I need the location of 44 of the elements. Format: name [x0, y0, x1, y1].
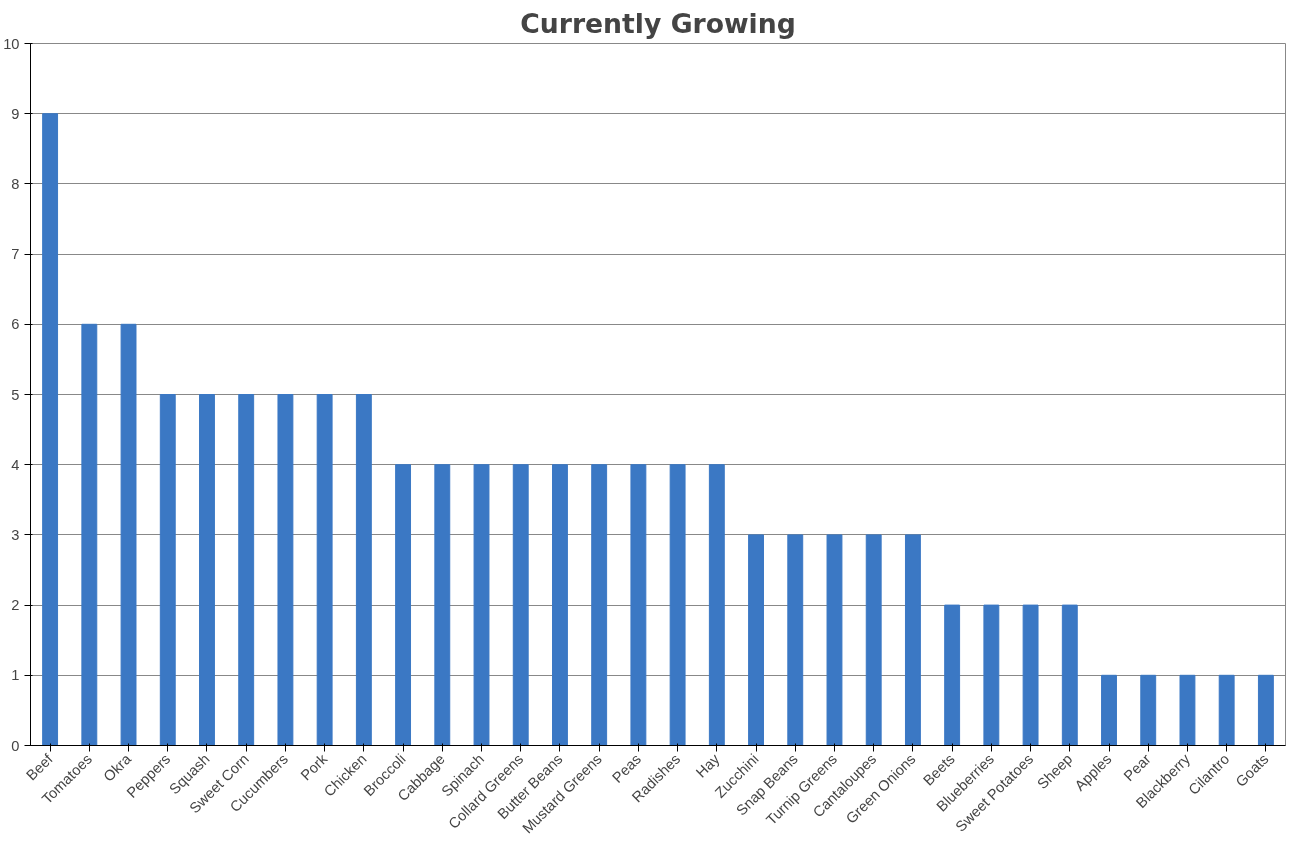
y-tick-label: 8: [11, 175, 20, 192]
bar: [1218, 674, 1235, 746]
bar: [159, 394, 176, 746]
y-tick-label: 7: [11, 246, 20, 263]
bar: [904, 534, 921, 746]
bar: [552, 464, 568, 746]
bar: [1022, 604, 1039, 746]
bar: [865, 534, 882, 746]
y-tick-label: 1: [11, 667, 20, 684]
bar: [81, 323, 98, 746]
bar: [395, 464, 412, 746]
bar: [983, 604, 1000, 746]
y-tick-label: 0: [11, 737, 20, 754]
bar: [1140, 674, 1157, 746]
bar: [1061, 604, 1078, 746]
bar: [42, 113, 59, 746]
bar: [199, 394, 215, 746]
bar: [748, 534, 764, 746]
y-tick-label: 10: [3, 35, 20, 52]
y-tick-label: 3: [11, 526, 20, 543]
bar: [591, 464, 608, 746]
bar: [787, 534, 804, 746]
bar: [1257, 674, 1274, 746]
y-tick-label: 5: [11, 386, 20, 403]
chart-title: Currently Growing: [520, 7, 796, 39]
bar: [238, 394, 255, 746]
bar: [512, 464, 529, 746]
bar: [944, 604, 961, 746]
bar: [316, 394, 333, 746]
y-tick-label: 9: [11, 105, 20, 122]
bar: [355, 394, 372, 746]
bar: [120, 323, 137, 746]
bar: [277, 394, 294, 746]
bar: [708, 464, 725, 746]
bar: [1101, 674, 1117, 746]
y-tick-label: 2: [11, 597, 20, 614]
bar: [630, 464, 647, 746]
y-tick-label: 4: [11, 456, 20, 473]
bar: [473, 464, 490, 746]
bar: [826, 534, 843, 746]
y-tick-label: 6: [11, 316, 20, 333]
bar: [434, 464, 451, 746]
bar: [669, 464, 686, 746]
bar: [1179, 674, 1196, 746]
